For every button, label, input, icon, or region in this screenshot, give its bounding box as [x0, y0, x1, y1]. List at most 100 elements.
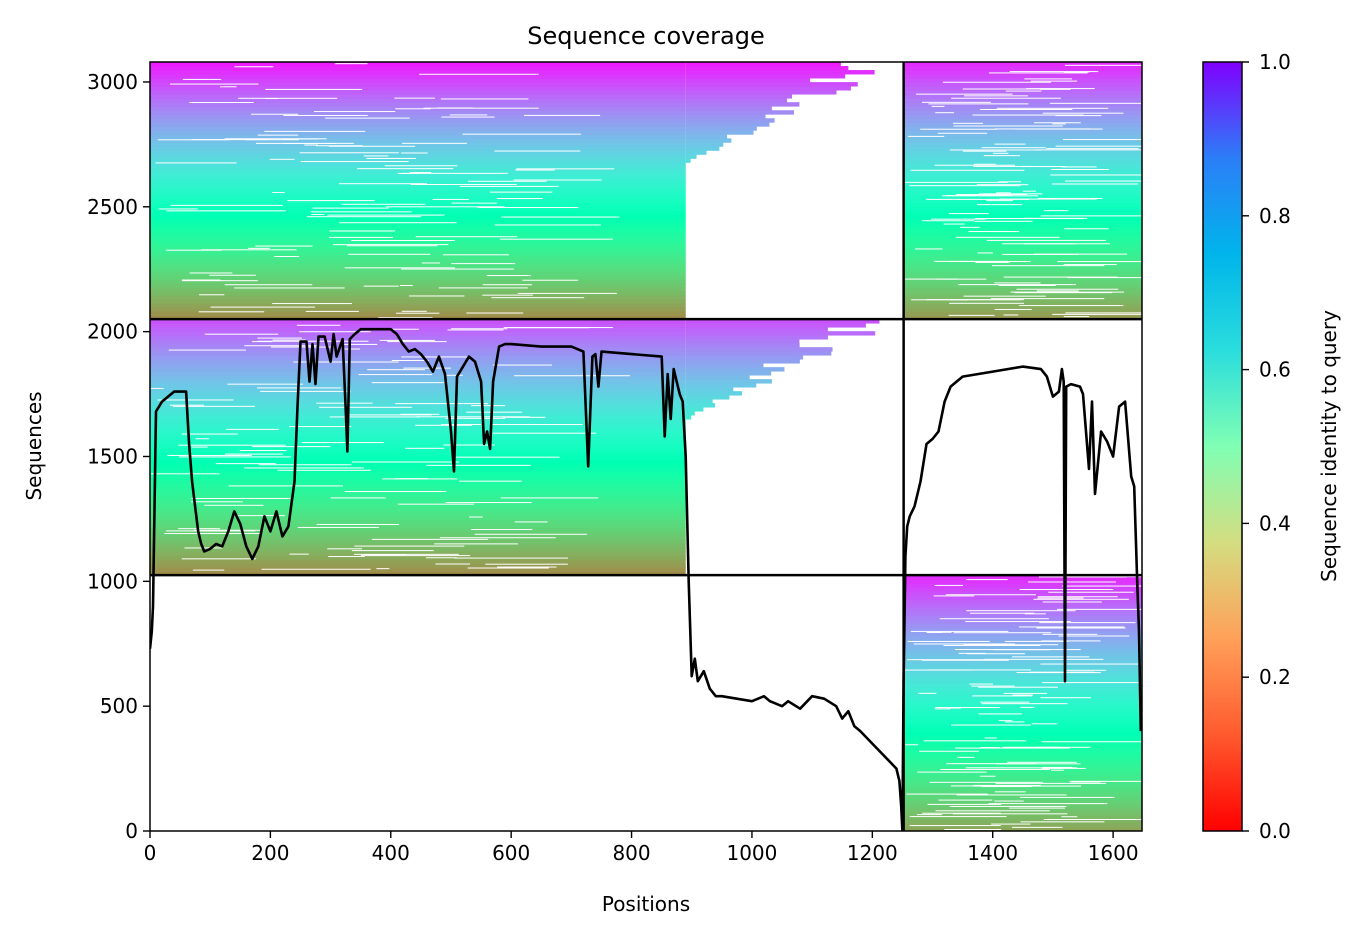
heatmap-band [903, 635, 1142, 640]
alignment-gap [934, 584, 964, 586]
alignment-gap [960, 226, 980, 228]
heatmap-extension [685, 379, 772, 384]
heatmap-band [903, 667, 1142, 672]
alignment-gap [264, 130, 366, 132]
alignment-gap [401, 310, 427, 312]
alignment-gap [299, 331, 371, 333]
alignment-gap [947, 707, 962, 709]
heatmap-band [150, 551, 686, 556]
alignment-gap [494, 224, 601, 226]
alignment-gap [926, 669, 1031, 671]
alignment-gap [1058, 635, 1130, 637]
alignment-gap [191, 497, 291, 499]
alignment-gap [492, 432, 597, 434]
heatmap-band [903, 599, 1142, 604]
alignment-gap [1036, 290, 1079, 292]
alignment-gap [233, 515, 285, 517]
heatmap-band [903, 178, 1142, 184]
alignment-gap [1042, 633, 1098, 635]
heatmap-band [150, 262, 686, 268]
heatmap-extension [685, 82, 858, 87]
alignment-gap [447, 329, 504, 331]
heatmap-extension [685, 62, 841, 67]
alignment-gap [956, 794, 1067, 796]
alignment-gap [904, 181, 1008, 183]
heatmap-band [903, 62, 1142, 67]
heatmap-band [903, 122, 1142, 127]
heatmap-band [150, 82, 686, 87]
heatmap-band [150, 194, 686, 200]
heatmap-band [150, 283, 686, 288]
alignment-gap [400, 284, 413, 286]
alignment-gap [1022, 190, 1036, 192]
heatmap-band [903, 134, 1142, 139]
heatmap-band [150, 158, 686, 164]
heatmap-band [150, 202, 686, 208]
alignment-gap [491, 297, 585, 299]
heatmap-band [903, 130, 1142, 135]
alignment-gap [939, 618, 1049, 620]
heatmap-band [150, 403, 686, 408]
heatmap-band [903, 222, 1142, 228]
heatmap-extension [685, 415, 692, 420]
alignment-gap [943, 223, 965, 225]
alignment-gap [150, 387, 164, 389]
alignment-gap [367, 369, 425, 371]
heatmap-band [150, 507, 686, 512]
alignment-gap [517, 292, 617, 294]
alignment-gap [1055, 145, 1142, 147]
heatmap-layer [150, 62, 1142, 831]
alignment-gap [400, 413, 440, 415]
heatmap-band [903, 291, 1142, 296]
heatmap-band [903, 86, 1142, 91]
alignment-gap [994, 800, 1024, 802]
alignment-gap [1024, 613, 1046, 615]
heatmap-band [903, 787, 1142, 792]
heatmap-band [903, 102, 1142, 107]
alignment-gap [948, 213, 989, 215]
alignment-gap [999, 198, 1097, 200]
alignment-gap [471, 405, 506, 407]
alignment-gap [494, 150, 581, 152]
alignment-gap [953, 632, 1052, 634]
alignment-gap [245, 139, 299, 141]
alignment-gap [1012, 694, 1033, 696]
alignment-gap [318, 406, 412, 408]
alignment-gap [311, 213, 325, 215]
alignment-gap [459, 185, 559, 187]
alignment-gap [965, 767, 1078, 769]
alignment-gap [935, 707, 1000, 709]
alignment-gap [489, 191, 553, 193]
alignment-gap [1062, 139, 1142, 141]
alignment-gap [283, 114, 368, 116]
x-axis-label: Positions [602, 892, 690, 916]
alignment-gap [1003, 276, 1118, 278]
alignment-gap [946, 195, 1013, 197]
alignment-gap [410, 183, 497, 185]
alignment-gap [482, 184, 517, 186]
heatmap-band [903, 114, 1142, 119]
alignment-gap [1043, 210, 1069, 212]
heatmap-extension [685, 114, 766, 119]
alignment-gap [973, 163, 996, 165]
alignment-gap [312, 207, 389, 209]
heatmap-band [150, 347, 686, 352]
heatmap-band [903, 683, 1142, 688]
alignment-gap [220, 86, 237, 88]
alignment-gap [958, 652, 986, 654]
alignment-gap [1011, 656, 1090, 658]
heatmap-extension [685, 66, 849, 71]
alignment-gap [1057, 608, 1142, 610]
colorbar-ticks: 0.0 0.2 0.4 0.6 0.8 1.0 [1242, 50, 1291, 843]
heatmap-band [150, 379, 686, 384]
heatmap-band [903, 607, 1142, 612]
alignment-gap [454, 557, 568, 559]
alignment-gap [244, 467, 365, 469]
heatmap-band [150, 359, 686, 364]
heatmap-band [903, 623, 1142, 628]
alignment-gap [969, 612, 1035, 614]
alignment-gap [339, 222, 457, 224]
heatmap-extension [685, 399, 713, 404]
heatmap-band [150, 375, 686, 380]
heatmap-band [903, 779, 1142, 784]
